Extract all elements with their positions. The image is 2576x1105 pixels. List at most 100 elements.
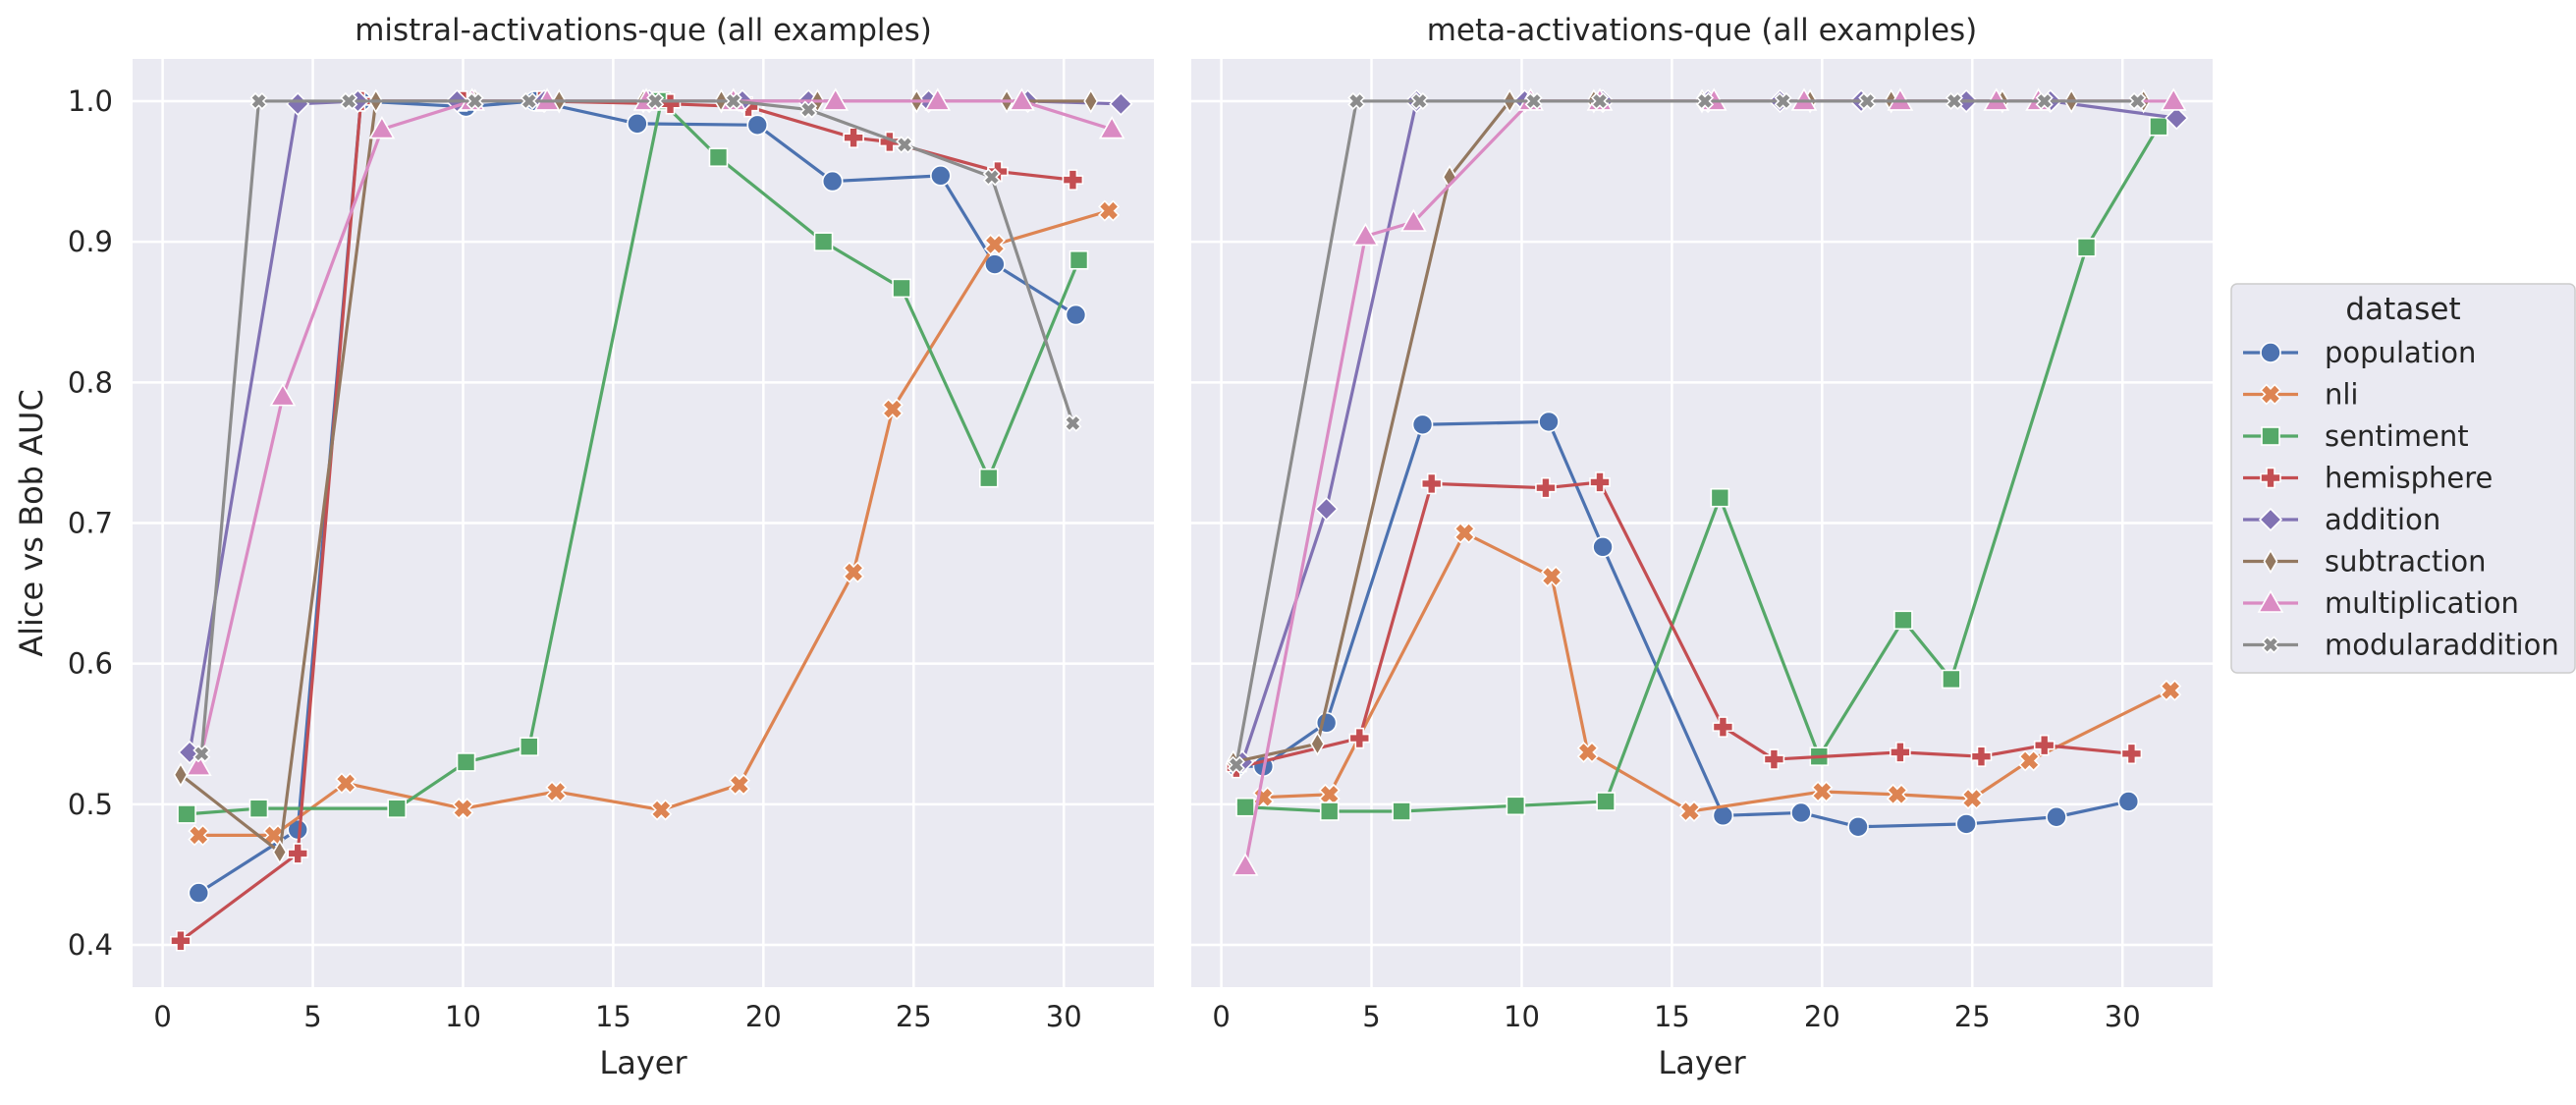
data-point-sentiment <box>1392 801 1411 821</box>
x-tick-label: 5 <box>303 1000 321 1033</box>
legend-item-hemisphere: hemisphere <box>2243 462 2493 495</box>
data-point-multiplication <box>368 115 396 139</box>
legend-item-multiplication: multiplication <box>2243 586 2519 620</box>
data-point-population <box>627 113 648 135</box>
x-tick-label: 10 <box>1504 1000 1540 1033</box>
data-point-population <box>2046 805 2067 828</box>
data-point-population <box>2117 791 2140 812</box>
panel-left: 0 5 10 15 20 25 30 0.4 0.5 0.6 0.7 0.8 0.9 1.0 Layer mi… <box>68 13 1154 1081</box>
series-layer <box>1226 87 2189 876</box>
data-point-sentiment <box>2076 238 2097 257</box>
data-point-modularaddition <box>724 91 742 111</box>
data-point-sentiment <box>813 232 834 251</box>
series-hemisphere <box>1226 471 2143 779</box>
data-point-subtraction <box>272 839 288 865</box>
x-tick-label: 5 <box>1362 1000 1380 1033</box>
data-point-multiplication <box>822 87 850 111</box>
data-point-population <box>1955 813 1977 835</box>
data-point-population <box>1847 815 1869 838</box>
data-point-multiplication <box>1232 853 1259 876</box>
x-tick-label: 25 <box>1954 1000 1991 1033</box>
legend-marker-sentiment <box>2261 426 2280 446</box>
legend-marker-multiplication <box>2257 589 2284 613</box>
y-tick-label: 0.5 <box>68 788 113 821</box>
data-point-population <box>1592 536 1614 558</box>
x-tick-label: 0 <box>153 1000 171 1033</box>
legend-label: nli <box>2325 378 2359 412</box>
y-tick-label: 0.8 <box>68 365 113 399</box>
legend-label: modularaddition <box>2325 629 2559 662</box>
data-point-hemisphere <box>1712 716 1734 738</box>
data-point-hemisphere <box>879 131 901 153</box>
data-point-modularaddition <box>896 136 914 154</box>
data-point-nli <box>188 824 210 847</box>
legend-label: subtraction <box>2325 545 2486 579</box>
data-point-modularaddition <box>1064 414 1082 432</box>
legend-item-sentiment: sentiment <box>2243 419 2469 453</box>
data-point-sentiment <box>978 468 999 488</box>
legend-marker-addition <box>2258 507 2283 532</box>
data-point-population <box>1790 801 1812 824</box>
data-point-sentiment <box>892 278 911 299</box>
data-point-nli <box>881 398 904 420</box>
data-point-multiplication <box>924 87 952 111</box>
data-point-modularaddition <box>1858 91 1877 111</box>
legend-marker-nli <box>2259 383 2282 406</box>
data-point-modularaddition <box>520 91 538 111</box>
data-point-nli <box>545 780 568 803</box>
data-point-multiplication <box>1399 208 1427 232</box>
data-point-sentiment <box>248 799 269 818</box>
panel-title: mistral-activations-que (all examples) <box>355 13 932 48</box>
data-point-population <box>984 253 1006 275</box>
data-point-hemisphere <box>1763 748 1785 770</box>
data-point-modularaddition <box>1590 91 1610 111</box>
data-point-sentiment <box>456 752 476 772</box>
data-point-nli <box>1678 800 1701 823</box>
legend: dataset population nli sentiment hemisphere a… <box>2230 283 2576 674</box>
legend-frame <box>2230 283 2576 674</box>
data-point-sentiment <box>2149 116 2168 137</box>
x-tick-label: 15 <box>595 1000 631 1033</box>
legend-marker-population <box>2260 342 2281 363</box>
data-point-modularaddition <box>799 100 818 119</box>
data-point-hemisphere <box>287 843 309 864</box>
data-point-modularaddition <box>982 168 1001 187</box>
data-point-nli <box>728 773 750 796</box>
legend-label: addition <box>2325 503 2440 536</box>
data-point-multiplication <box>185 752 212 777</box>
data-point-population <box>1411 414 1434 436</box>
data-point-sentiment <box>177 804 196 824</box>
legend-label: sentiment <box>2325 419 2469 453</box>
panel-right: 0 5 10 15 20 25 30 Layer meta-activations-que (a… <box>1191 13 2213 1081</box>
series-modularaddition <box>1227 91 2147 774</box>
data-point-hemisphere <box>843 127 864 148</box>
data-point-hemisphere <box>1890 742 1911 763</box>
data-point-hemisphere <box>1062 169 1084 191</box>
data-point-modularaddition <box>1347 91 1366 111</box>
x-tick-label: 20 <box>1804 1000 1840 1033</box>
y-tick-label: 0.6 <box>68 647 113 681</box>
data-point-sentiment <box>1069 249 1089 270</box>
x-tick-label: 30 <box>2105 1000 2141 1033</box>
data-point-nli <box>335 772 357 795</box>
data-point-modularaddition <box>192 745 211 763</box>
data-point-multiplication <box>1009 87 1035 111</box>
legend-title: dataset <box>2345 292 2460 327</box>
data-point-sentiment <box>1235 797 1255 817</box>
data-point-hemisphere <box>170 929 192 952</box>
y-tick-label: 0.7 <box>68 507 113 540</box>
data-point-nli <box>452 798 474 820</box>
y-tick-label: 1.0 <box>68 84 113 118</box>
legend-label: population <box>2325 336 2476 369</box>
data-point-nli <box>2160 679 2182 701</box>
series-sentiment <box>1235 116 2168 821</box>
data-point-modularaddition <box>340 91 358 111</box>
data-point-hemisphere <box>2033 734 2055 756</box>
panel-title: meta-activations-que (all examples) <box>1427 13 1978 48</box>
data-point-modularaddition <box>1227 755 1245 774</box>
data-point-nli <box>983 233 1006 256</box>
x-axis-label: Layer <box>599 1044 687 1081</box>
data-point-addition <box>2165 106 2189 131</box>
legend-item-nli: nli <box>2243 378 2359 412</box>
data-point-modularaddition <box>2128 91 2147 111</box>
